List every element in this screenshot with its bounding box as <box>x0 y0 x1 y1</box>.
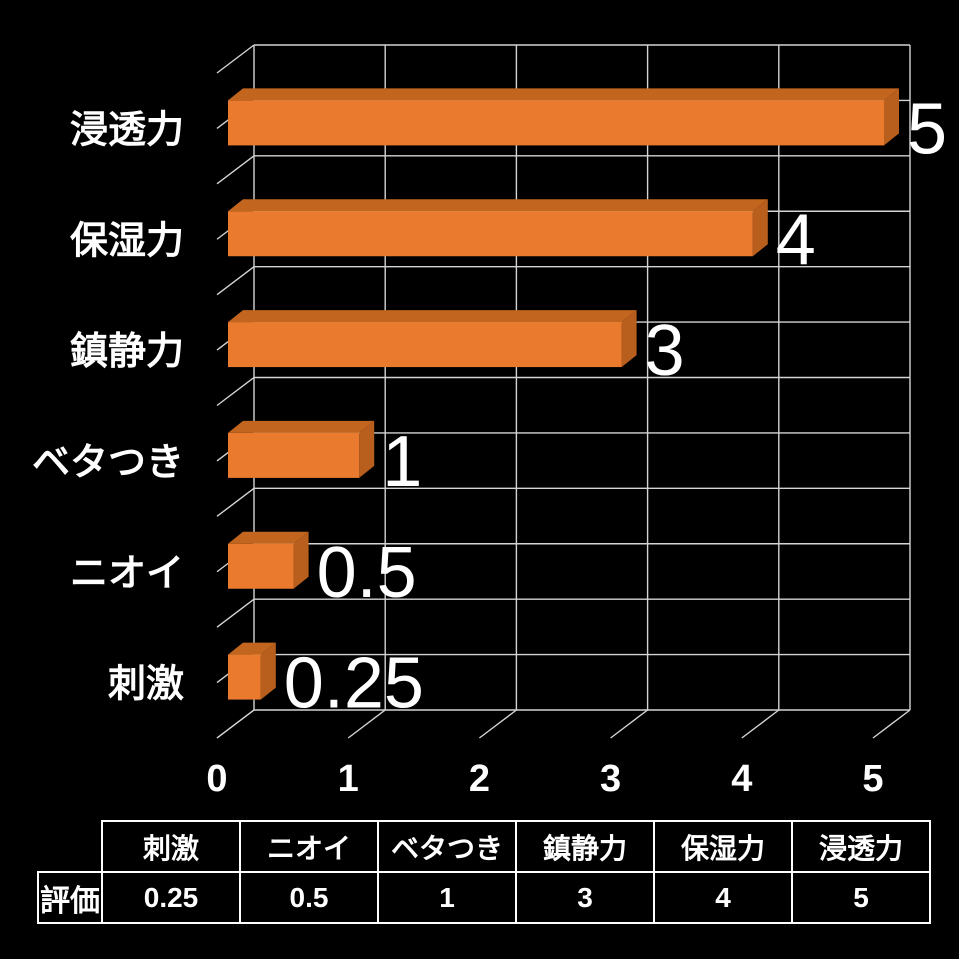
bar-top-face <box>228 420 375 433</box>
category-label: 鎮静力 <box>70 331 184 373</box>
axis-depth-connector-bottom <box>347 709 386 739</box>
axis-depth-connector-left <box>216 487 255 517</box>
table-header-cell: 刺激 <box>101 820 241 873</box>
axis-depth-connector-bottom <box>741 709 780 739</box>
axis-depth-connector-bottom <box>478 709 517 739</box>
category-label: 保湿力 <box>70 220 184 262</box>
table-header-cell: ベタつき <box>377 820 517 873</box>
table-value-cell: 0.5 <box>239 871 379 924</box>
table-row-header: 評価 <box>37 871 103 924</box>
rating-table: 刺激 ニオイ ベタつき 鎮静力 保湿力 浸透力 評価 0.25 0.5 1 3 … <box>37 820 931 924</box>
table-header-cell: 保湿力 <box>653 820 793 873</box>
axis-depth-connector-left <box>216 44 255 74</box>
table-value-cell: 3 <box>515 871 655 924</box>
bar-4 <box>228 432 360 478</box>
x-tick-label: 3 <box>600 758 621 800</box>
table-header-cell: 鎮静力 <box>515 820 655 873</box>
table-value-cell: 5 <box>791 871 931 924</box>
bar-side-face <box>884 88 899 146</box>
bar-top-face <box>228 199 768 212</box>
bar-1 <box>228 100 884 146</box>
x-tick-label: 1 <box>338 758 359 800</box>
table-header-cell: ニオイ <box>239 820 379 873</box>
x-tick-label: 2 <box>469 758 490 800</box>
axis-depth-connector-bottom <box>872 709 911 739</box>
x-tick-label: 4 <box>731 758 752 800</box>
table-value-cell: 0.25 <box>101 871 241 924</box>
bar-3 <box>228 322 622 368</box>
axis-depth-connector-bottom <box>610 709 649 739</box>
bar-top-face <box>228 310 637 323</box>
category-label: 刺激 <box>108 664 184 706</box>
bar-side-face <box>293 531 309 589</box>
x-tick-label: 0 <box>206 758 227 800</box>
category-label: ベタつき <box>32 442 184 484</box>
category-label: 浸透力 <box>70 109 184 151</box>
category-label: ニオイ <box>70 553 184 595</box>
bar-side-face <box>621 310 637 368</box>
bar-side-face <box>260 642 276 700</box>
bar-chart-3d: 5 浸透力 4 保湿力 3 鎮静力 1 ベタつき 0.5 ニオイ 0.25 刺激 0 1 2 3 4 5 <box>32 44 947 800</box>
axis-depth-connector-left <box>216 266 255 296</box>
bar-2 <box>228 211 753 257</box>
x-tick-label: 5 <box>862 758 883 800</box>
bar-5 <box>228 543 294 589</box>
bar-side-face <box>359 420 375 478</box>
bar-top-face <box>228 88 899 101</box>
table-value-cell: 4 <box>653 871 793 924</box>
table-value-row: 評価 0.25 0.5 1 3 4 5 <box>37 871 931 924</box>
axis-depth-connector-bottom <box>216 709 255 739</box>
axis-depth-connector-left <box>216 598 255 628</box>
bar-top-face <box>228 531 309 544</box>
bar-value-label: 1 <box>382 422 422 502</box>
axis-depth-connector-left <box>216 155 255 185</box>
bar-side-face <box>752 199 768 257</box>
bar-value-label: 0.5 <box>317 533 417 613</box>
bar-6 <box>228 654 261 700</box>
bar-value-label: 5 <box>907 89 947 169</box>
bar-top-face <box>228 642 276 655</box>
bar-value-label: 3 <box>645 311 685 391</box>
axis-depth-connector-left <box>216 376 255 407</box>
table-value-cell: 1 <box>377 871 517 924</box>
table-header-cell: 浸透力 <box>791 820 931 873</box>
table-header-row: 刺激 ニオイ ベタつき 鎮静力 保湿力 浸透力 <box>38 820 931 873</box>
bar-value-label: 4 <box>776 200 816 280</box>
bar-value-label: 0.25 <box>284 644 424 724</box>
table-corner-cell <box>38 821 102 872</box>
